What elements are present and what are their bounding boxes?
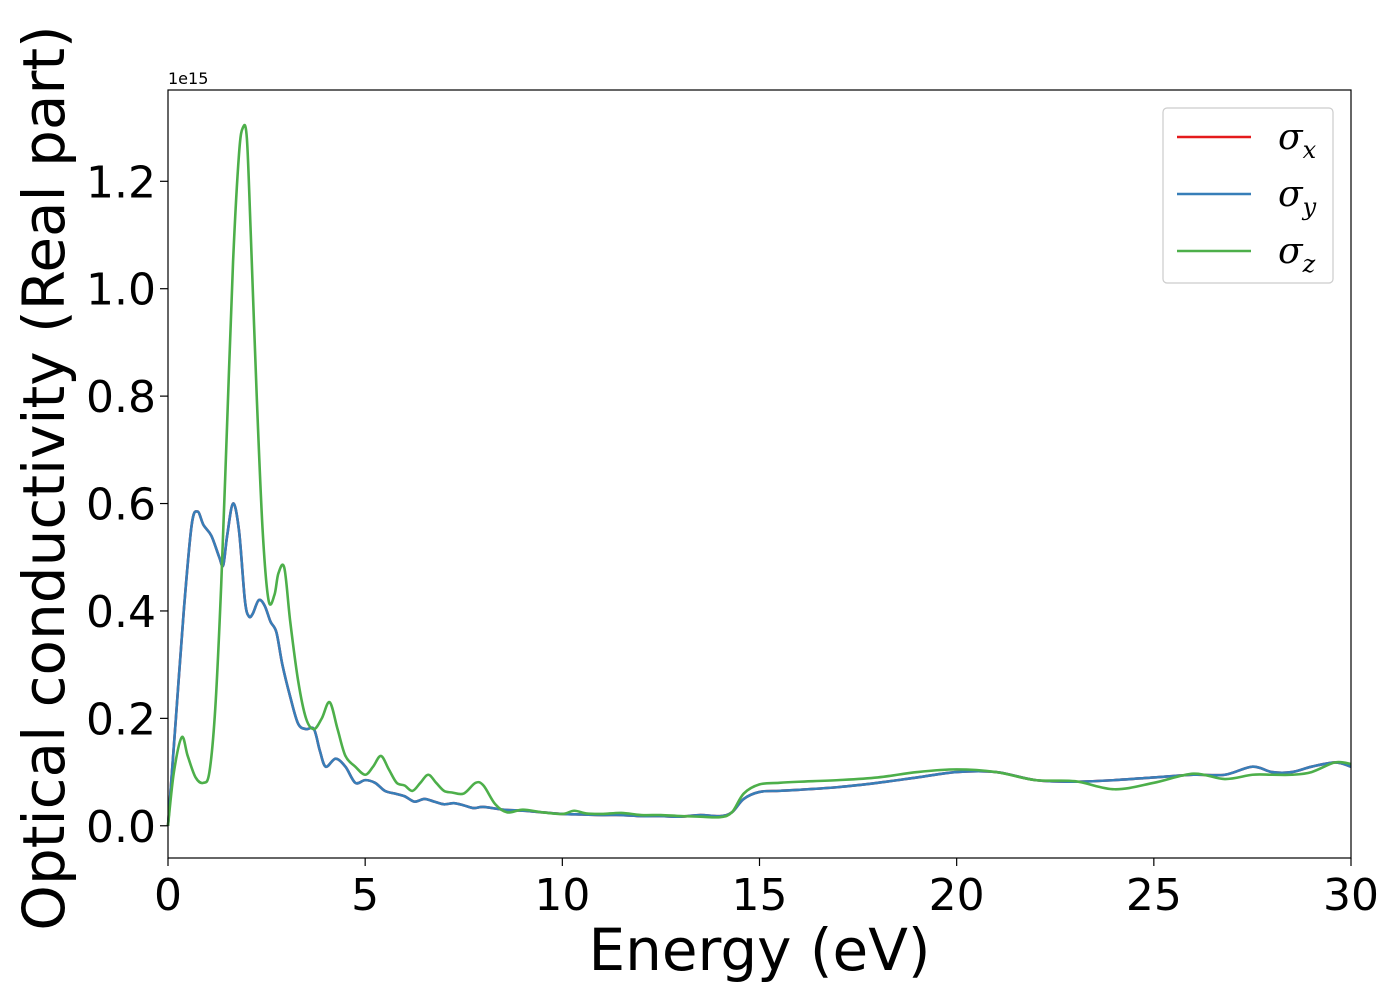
- y-tick-label: 0.6: [86, 480, 156, 531]
- legend-label-sub: y: [1302, 193, 1317, 221]
- x-tick-label: 30: [1323, 870, 1379, 921]
- y-tick-label: 0.2: [86, 694, 156, 745]
- series-line-y: [166, 502, 1352, 826]
- x-tick-label: 25: [1126, 870, 1182, 921]
- x-tick-label: 15: [732, 870, 788, 921]
- legend-label-base: σ: [1278, 231, 1304, 272]
- x-tick-label: 20: [929, 870, 985, 921]
- legend-label-sub: x: [1303, 136, 1317, 164]
- legend-label-sub: z: [1302, 250, 1316, 278]
- series-line-z: [166, 123, 1352, 826]
- legend-label-base: σ: [1278, 174, 1304, 215]
- legend-box: [1162, 107, 1334, 284]
- y-tick-label: 1.2: [86, 157, 156, 208]
- y-tick-label: 0.0: [86, 802, 156, 853]
- legend-label-y: σy: [1278, 174, 1317, 221]
- x-tick-label: 10: [534, 870, 590, 921]
- y-tick-label: 0.8: [86, 372, 156, 423]
- legend-label-z: σz: [1278, 231, 1316, 278]
- x-tick-label: 0: [154, 870, 182, 921]
- legend-label-base: σ: [1278, 117, 1304, 158]
- y-axis-ticks: 0.0 0.2 0.4 0.6 0.8 1.0 1.2: [86, 157, 168, 853]
- y-offset-label: 1e15: [168, 69, 208, 88]
- y-tick-label: 1.0: [86, 265, 156, 316]
- x-axis-ticks: 0 5 10 15 20 25 30: [154, 858, 1379, 921]
- legend-label-x: σx: [1278, 117, 1317, 164]
- y-axis-label: Optical conductivity (Real part): [10, 25, 78, 930]
- series-layer: [166, 123, 1352, 826]
- x-tick-label: 5: [351, 870, 379, 921]
- y-tick-label: 0.4: [86, 587, 156, 638]
- x-axis-label: Energy (eV): [588, 916, 930, 984]
